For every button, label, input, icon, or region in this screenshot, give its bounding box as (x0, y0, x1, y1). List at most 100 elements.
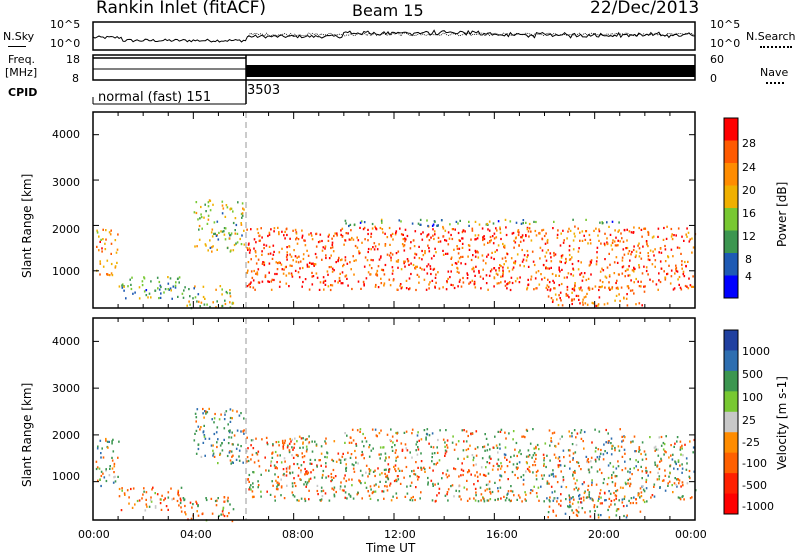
scatter-cell (623, 497, 626, 500)
scatter-cell (229, 450, 231, 453)
scatter-cell (504, 456, 506, 459)
scatter-cell (277, 475, 279, 479)
scatter-cell (467, 434, 469, 438)
scatter-cell (271, 452, 273, 455)
scatter-cell (549, 496, 551, 499)
scatter-cell (331, 487, 333, 490)
nsky-trace (92, 29, 695, 43)
scatter-cell (388, 226, 391, 230)
scatter-cell (432, 469, 434, 472)
scatter-cell (252, 286, 255, 289)
scatter-cell (528, 465, 531, 469)
scatter-cell (479, 275, 482, 278)
scatter-cell (565, 294, 568, 297)
scatter-cell (365, 486, 368, 489)
scatter-cell (685, 233, 687, 236)
scatter-cell (378, 485, 380, 488)
scatter-cell (620, 286, 623, 289)
scatter-cell (429, 265, 432, 268)
scatter-cell (286, 246, 288, 249)
scatter-cell (218, 418, 221, 421)
scatter-cell (546, 454, 548, 457)
scatter-cell (234, 232, 237, 235)
scatter-cell (289, 465, 291, 468)
scatter-cell (404, 265, 406, 268)
scatter-cell (227, 423, 229, 426)
scatter-cell (286, 484, 288, 487)
scatter-cell (568, 227, 570, 230)
nsky-label: N.Sky (3, 30, 35, 43)
scatter-cell (242, 461, 244, 464)
scatter-cell (603, 303, 606, 306)
scatter-cell (654, 445, 657, 448)
scatter-cell (270, 460, 273, 463)
scatter-cell (247, 243, 250, 246)
scatter-cell (268, 469, 270, 472)
scatter-cell (368, 472, 371, 475)
scatter-cell (385, 468, 387, 471)
scatter-cell (100, 452, 102, 455)
scatter-cell (587, 458, 589, 461)
scatter-cell (413, 472, 415, 476)
scatter-cell (197, 504, 199, 507)
scatter-cell (401, 243, 404, 246)
scatter-cell (445, 288, 448, 291)
scatter-cell (229, 295, 232, 298)
scatter-cell (496, 462, 498, 465)
scatter-cell (293, 249, 295, 252)
scatter-cell (241, 202, 244, 205)
scatter-cell (226, 515, 229, 518)
scatter-cell (301, 236, 303, 239)
scatter-cell (303, 239, 305, 242)
scatter-cell (445, 429, 447, 432)
scatter-cell (386, 485, 388, 488)
scatter-cell (573, 289, 576, 292)
scatter-cell (601, 281, 604, 284)
scatter-cell (114, 475, 116, 478)
scatter-cell (391, 449, 394, 452)
scatter-cell (450, 270, 452, 273)
scatter-cell (96, 231, 99, 234)
scatter-cell (278, 482, 280, 485)
scatter-cell (229, 207, 232, 210)
scatter-cell (229, 408, 232, 411)
scatter-cell (633, 496, 635, 499)
scatter-cell (553, 497, 556, 500)
scatter-cell (446, 252, 449, 255)
scatter-cell (257, 484, 260, 487)
scatter-cell (432, 446, 435, 449)
scatter-cell (210, 444, 213, 447)
scatter-cell (201, 512, 204, 515)
scatter-cell (473, 483, 475, 486)
scatter-cell (304, 239, 306, 242)
scatter-cell (232, 443, 234, 446)
scatter-cell (663, 453, 665, 456)
scatter-cell (598, 296, 601, 299)
scatter-cell (469, 444, 471, 447)
scatter-cell (679, 286, 682, 289)
scatter-cell (675, 266, 678, 270)
scatter-cell (427, 233, 430, 236)
scatter-cell (506, 458, 508, 461)
scatter-cell (689, 238, 691, 241)
scatter-cell (665, 237, 668, 240)
scatter-cell (405, 287, 408, 290)
scatter-cell (551, 272, 554, 276)
scatter-cell (588, 286, 590, 289)
scatter-cell (317, 241, 320, 244)
scatter-cell (331, 458, 333, 461)
scatter-cell (675, 269, 678, 272)
scatter-cell (371, 428, 374, 431)
scatter-cell (608, 281, 610, 284)
scatter-cell (583, 481, 585, 484)
scatter-cell (356, 246, 359, 249)
scatter-cell (452, 284, 454, 287)
scatter-cell (526, 288, 528, 291)
scatter-cell (368, 444, 371, 447)
scatter-cell (221, 230, 224, 233)
scatter-cell (365, 464, 368, 467)
scatter-cell (181, 292, 184, 295)
scatter-cell (569, 229, 572, 232)
scatter-cell (131, 276, 133, 279)
scatter-cell (612, 239, 614, 242)
